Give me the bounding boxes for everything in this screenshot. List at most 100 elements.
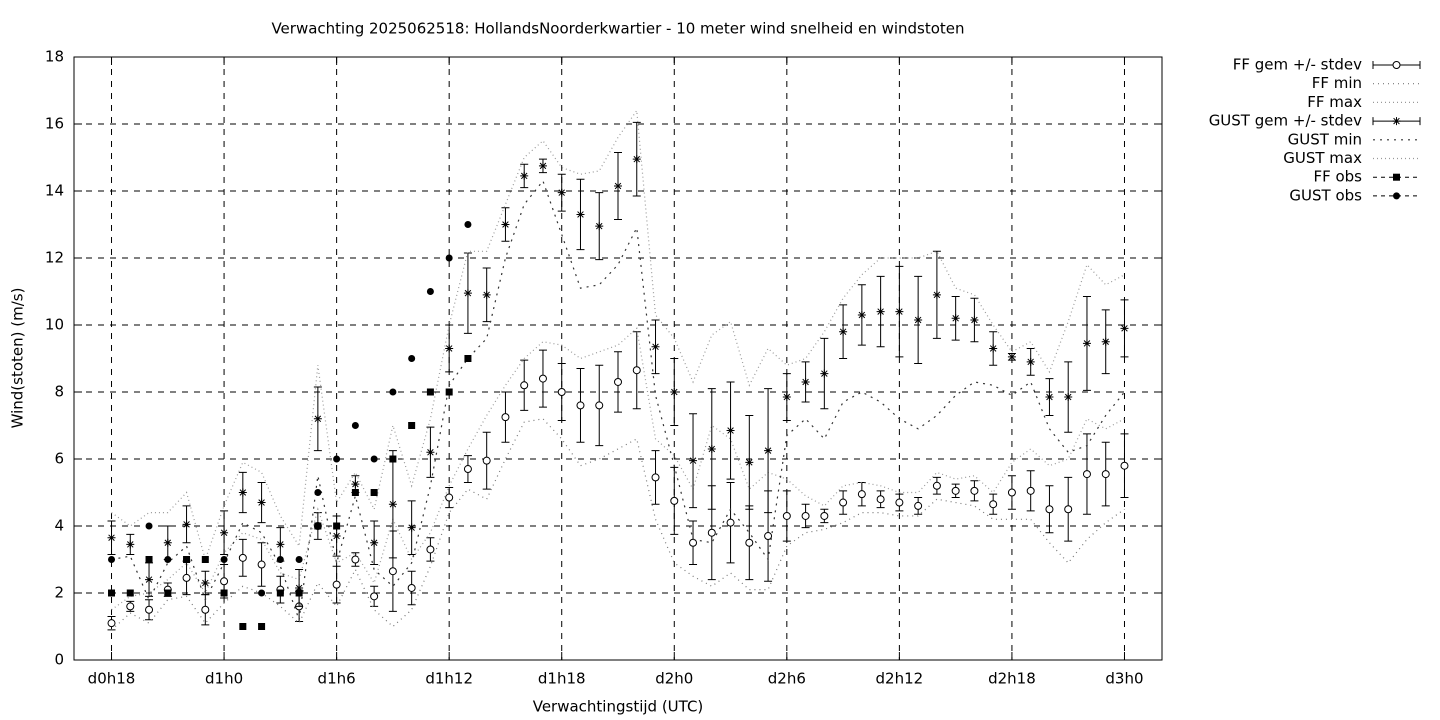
marker: [951, 314, 960, 323]
marker: [538, 161, 547, 170]
marker: [276, 589, 284, 597]
marker: [445, 388, 453, 396]
marker: [1082, 470, 1091, 479]
marker: [445, 344, 454, 353]
marker: [145, 575, 154, 584]
marker: [463, 289, 472, 298]
y-tick-label: 8: [54, 383, 64, 401]
marker: [670, 496, 679, 505]
marker: [426, 448, 435, 457]
marker: [1120, 324, 1129, 333]
marker: [239, 623, 247, 630]
marker: [557, 188, 566, 197]
marker: [482, 290, 491, 299]
x-tick-label: d1h12: [425, 670, 473, 688]
marker: [989, 500, 998, 509]
marker: [258, 623, 266, 630]
marker: [257, 498, 266, 507]
marker: [126, 589, 134, 597]
marker: [332, 580, 341, 589]
legend-label: GUST min: [1288, 130, 1362, 148]
marker: [295, 589, 303, 597]
marker: [108, 556, 116, 563]
marker: [238, 553, 247, 562]
marker: [839, 327, 848, 336]
marker: [932, 290, 941, 299]
marker: [370, 592, 379, 601]
marker: [238, 488, 247, 497]
marker: [333, 522, 341, 530]
marker: [464, 221, 472, 228]
marker: [258, 589, 266, 597]
marker: [389, 388, 397, 396]
legend-marker: [1392, 61, 1401, 69]
x-tick-label: d1h0: [205, 670, 243, 688]
marker: [1007, 488, 1016, 497]
marker: [801, 377, 810, 386]
marker: [126, 540, 135, 549]
marker: [107, 619, 116, 628]
marker: [689, 456, 698, 465]
marker: [1064, 393, 1073, 402]
marker: [595, 401, 604, 410]
marker: [876, 495, 885, 504]
legend-marker: [1392, 117, 1401, 126]
marker: [201, 605, 210, 614]
marker: [351, 422, 359, 429]
marker: [145, 605, 154, 614]
marker: [689, 538, 698, 547]
x-tick-label: d2h18: [988, 670, 1036, 688]
marker: [876, 307, 885, 316]
marker: [932, 481, 941, 490]
marker: [163, 538, 172, 547]
marker: [370, 538, 379, 547]
marker: [857, 490, 866, 499]
marker: [276, 556, 284, 563]
marker: [426, 388, 434, 396]
x-axis-label: Verwachtingstijd (UTC): [533, 698, 704, 716]
marker: [426, 545, 435, 554]
marker: [820, 369, 829, 378]
y-tick-label: 16: [45, 115, 64, 133]
marker: [576, 401, 585, 410]
line: [111, 108, 1125, 562]
marker: [314, 522, 322, 530]
legend-label: GUST obs: [1289, 186, 1362, 204]
marker: [407, 523, 416, 532]
marker: [970, 315, 979, 324]
y-tick-label: 18: [45, 48, 64, 66]
y-axis-label: Wind(stoten) (m/s): [9, 288, 27, 429]
marker: [595, 222, 604, 231]
marker: [745, 538, 754, 547]
marker: [726, 426, 735, 435]
marker: [782, 393, 791, 402]
marker: [408, 422, 416, 429]
y-tick-label: 6: [54, 450, 64, 468]
marker: [182, 520, 191, 529]
legend-marker: [1393, 173, 1400, 181]
x-tick-label: d3h0: [1105, 670, 1143, 688]
marker: [164, 589, 172, 597]
marker: [707, 528, 716, 537]
marker: [820, 511, 829, 520]
marker: [520, 381, 529, 390]
marker: [970, 486, 979, 495]
x-tick-label: d2h12: [876, 670, 924, 688]
marker: [445, 493, 454, 502]
marker: [370, 455, 378, 463]
marker: [482, 456, 491, 465]
marker: [445, 254, 453, 262]
marker: [370, 489, 378, 496]
marker: [576, 210, 585, 219]
y-tick-label: 0: [54, 651, 64, 669]
marker: [1101, 470, 1110, 479]
marker: [1101, 337, 1110, 346]
marker: [764, 446, 773, 455]
marker: [351, 489, 359, 496]
marker: [1064, 505, 1073, 514]
marker: [914, 315, 923, 324]
marker: [182, 573, 191, 582]
marker: [351, 480, 360, 489]
legend-label: FF max: [1307, 93, 1362, 111]
marker: [632, 366, 641, 375]
